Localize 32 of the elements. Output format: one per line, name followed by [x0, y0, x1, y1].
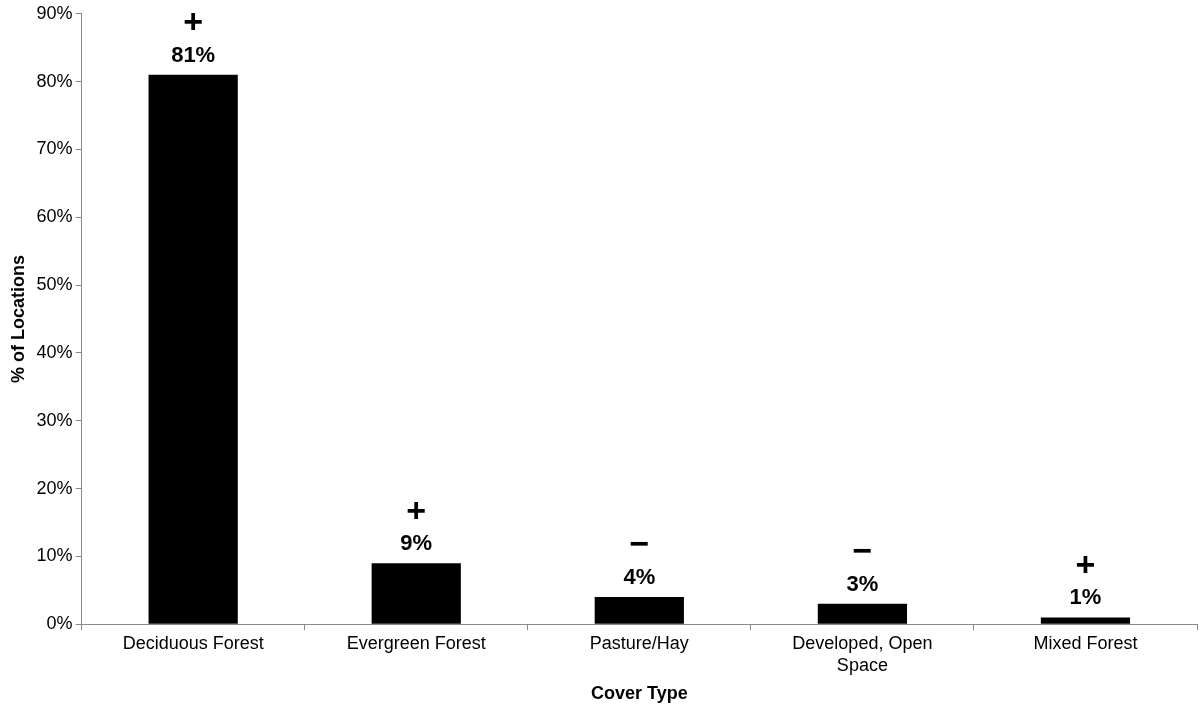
y-axis-title: % of Locations — [7, 254, 28, 384]
x-tick-label: Evergreen Forest — [346, 632, 486, 653]
y-tick-label: 0% — [46, 613, 73, 634]
data-label: 4% — [623, 564, 656, 590]
y-tick-label: 50% — [36, 274, 73, 295]
data-label: 9% — [400, 530, 433, 556]
data-label: 1% — [1069, 584, 1102, 610]
y-tick-label: 70% — [36, 138, 73, 159]
x-tick-label: Deciduous Forest — [122, 632, 264, 653]
x-tick-label: Developed, Open Space — [792, 632, 933, 675]
x-tick-label: Pasture/Hay — [589, 632, 689, 653]
annotation: + — [1075, 544, 1096, 583]
annotation: − — [852, 531, 873, 570]
data-label: 81% — [171, 41, 216, 67]
bar — [1040, 617, 1131, 624]
bar — [817, 603, 907, 624]
y-tick-label: 30% — [36, 409, 73, 430]
bar — [371, 563, 461, 624]
bar — [148, 74, 238, 624]
y-tick-label: 80% — [36, 70, 73, 91]
annotation: + — [183, 2, 204, 41]
x-tick-label: Mixed Forest — [1033, 632, 1138, 653]
y-tick-label: 10% — [36, 545, 73, 566]
bar — [594, 597, 684, 624]
y-tick-label: 40% — [36, 341, 73, 362]
annotation: − — [629, 524, 650, 563]
y-tick-label: 90% — [36, 2, 73, 23]
x-axis-title: Cover Type — [590, 683, 688, 704]
y-tick-label: 20% — [36, 477, 73, 498]
annotation: + — [406, 490, 427, 529]
data-label: 3% — [846, 570, 879, 596]
y-tick-label: 60% — [36, 206, 73, 227]
